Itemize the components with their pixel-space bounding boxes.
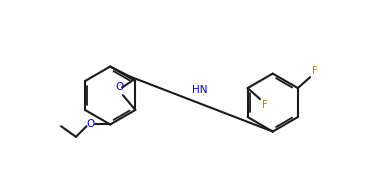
Text: F: F: [312, 66, 318, 76]
Text: HN: HN: [191, 85, 207, 95]
Text: O: O: [86, 119, 94, 129]
Text: O: O: [115, 82, 124, 92]
Text: F: F: [262, 100, 268, 110]
